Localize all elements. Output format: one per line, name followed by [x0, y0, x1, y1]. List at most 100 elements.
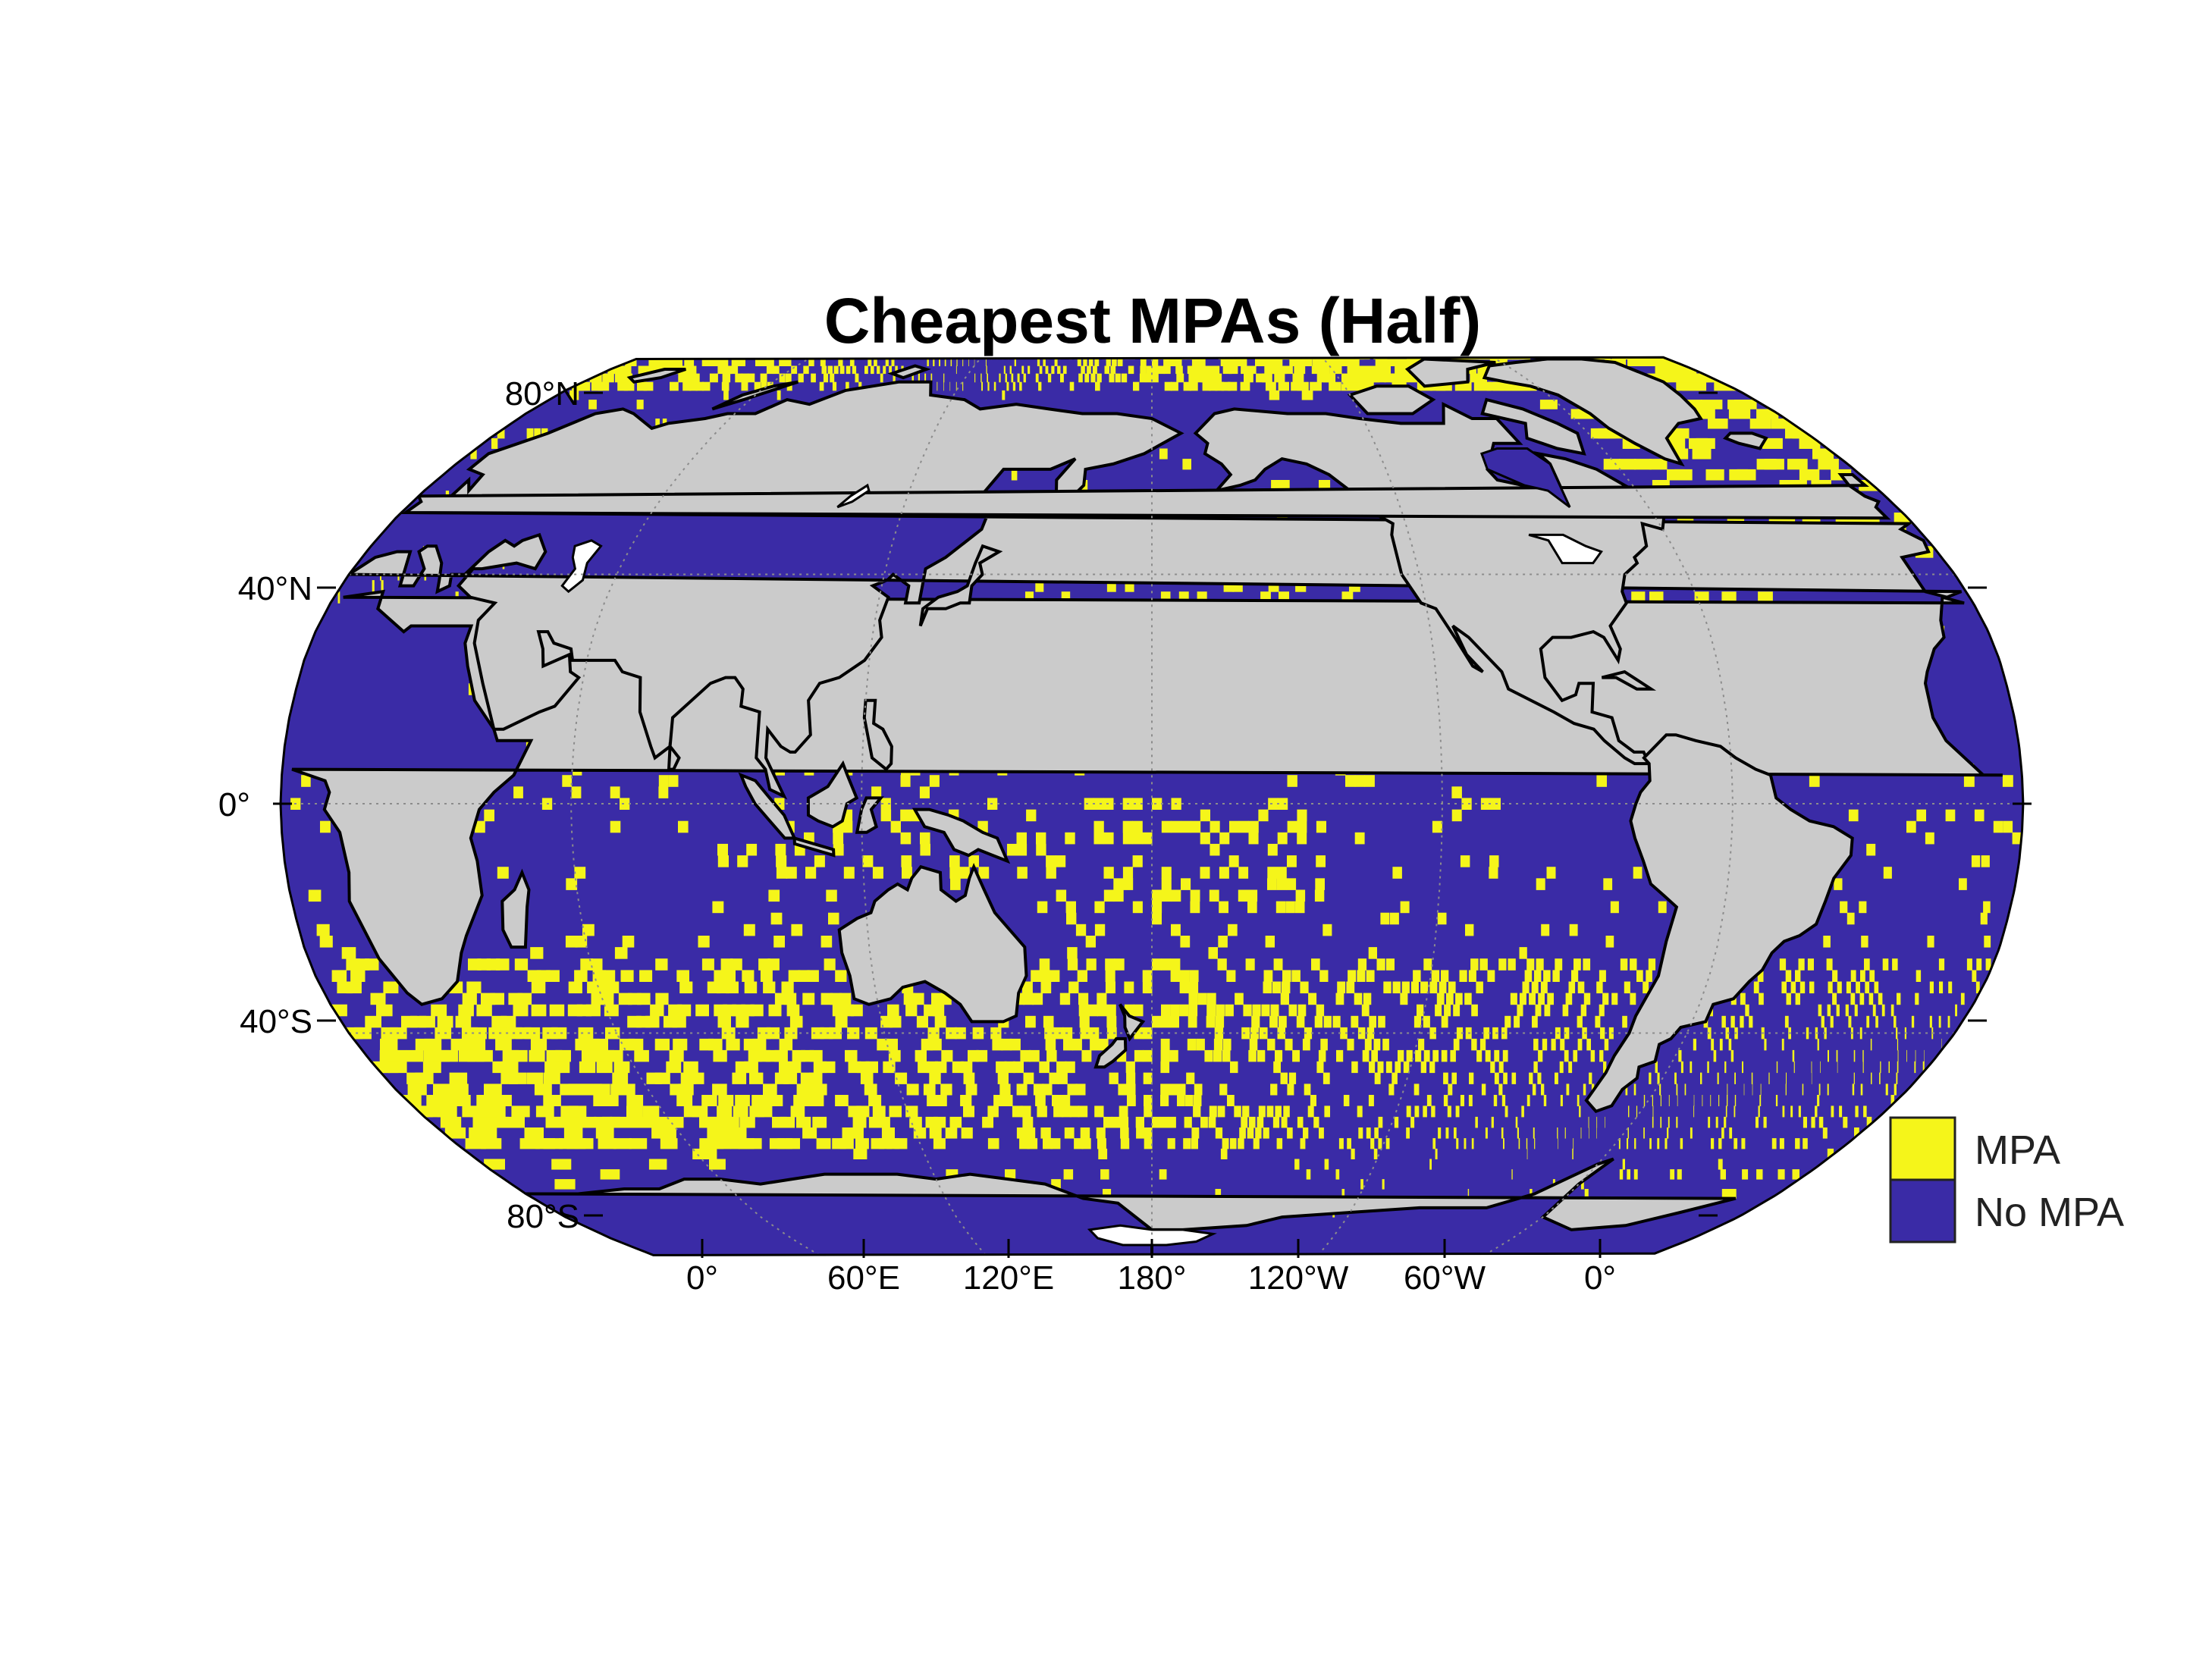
mpa-cell: [1093, 832, 1104, 845]
mpa-cell: [666, 1061, 682, 1074]
mpa-cell: [1543, 970, 1551, 982]
mpa-cell: [1140, 365, 1147, 375]
mpa-cell: [1260, 359, 1271, 366]
mpa-cell: [1743, 1084, 1745, 1096]
mpa-cell: [466, 981, 482, 994]
mpa-cell: [493, 1095, 512, 1106]
mpa-cell: [743, 924, 755, 936]
mpa-cell: [509, 1072, 527, 1084]
mpa-cell: [1491, 1116, 1494, 1128]
mpa-cell: [883, 365, 886, 375]
mpa-cell: [1718, 1095, 1720, 1106]
mpa-cell: [588, 400, 597, 409]
mpa-cell: [1664, 1138, 1668, 1149]
mpa-cell: [1347, 1038, 1354, 1051]
mpa-cell: [1724, 1116, 1727, 1128]
mpa-cell: [1378, 1015, 1385, 1028]
mpa-cell: [1226, 970, 1236, 982]
mpa-cell: [900, 832, 911, 845]
mpa-cell: [1168, 1116, 1176, 1128]
mpa-cell: [726, 1038, 740, 1051]
mpa-cell: [1024, 1127, 1036, 1139]
mpa-cell: [1193, 1105, 1201, 1118]
mpa-cell: [1790, 981, 1796, 994]
mpa-cell: [852, 1116, 867, 1128]
mpa-cell: [1045, 365, 1049, 375]
mpa-cell: [308, 889, 322, 902]
mpa-cell: [1003, 365, 1006, 375]
mpa-cell: [1248, 820, 1259, 833]
mpa-cell: [1341, 381, 1354, 391]
mpa-cell: [320, 820, 331, 833]
land-indonesia-sumatra: [738, 772, 797, 840]
mpa-cell: [655, 419, 660, 429]
mpa-cell: [1040, 970, 1051, 982]
mpa-cell: [1152, 359, 1159, 366]
mpa-cell: [976, 1049, 988, 1062]
mpa-cell: [1927, 936, 1934, 948]
mpa-cell: [1351, 1015, 1359, 1028]
mpa-cell: [1268, 798, 1279, 810]
mpa-cell: [826, 889, 837, 902]
latitude-axis: 80°N 40°N 0° 40°S 80°S: [218, 375, 2032, 1235]
mpa-cell: [1608, 1027, 1614, 1040]
mpa-cell: [1562, 1004, 1569, 1017]
mpa-cell: [1643, 1095, 1646, 1106]
mpa-cell: [1652, 1116, 1654, 1128]
mpa-cell: [943, 373, 945, 383]
mpa-cell: [1106, 1015, 1117, 1028]
mpa-cell: [1619, 1169, 1624, 1180]
mpa-cell: [850, 1127, 864, 1139]
mpa-cell: [1388, 1084, 1395, 1096]
mpa-cell: [484, 1159, 505, 1170]
mpa-cell: [1799, 469, 1820, 481]
mpa-cell: [433, 1084, 452, 1096]
mpa-cell: [488, 1116, 510, 1128]
mpa-cell: [985, 359, 987, 366]
mpa-cell: [1242, 1105, 1250, 1118]
mpa-cell: [1546, 867, 1556, 879]
mpa-cell: [554, 1179, 576, 1190]
mpa-cell: [574, 867, 586, 879]
legend-swatch-no-mpa: [1889, 1178, 1956, 1243]
mpa-cell: [1179, 1004, 1189, 1017]
mpa-cell: [768, 1095, 783, 1106]
mpa-cell: [1504, 1105, 1508, 1118]
mpa-cell: [1459, 970, 1467, 982]
mpa-cell: [1042, 1084, 1053, 1096]
mpa-cell: [1392, 359, 1407, 366]
mpa-cell: [1007, 843, 1018, 856]
mpa-cell: [1343, 1095, 1350, 1106]
mpa-cell: [519, 1138, 540, 1149]
mpa-cell: [1475, 1116, 1478, 1128]
mpa-cell: [1868, 993, 1874, 1005]
mpa-cell: [1760, 1084, 1762, 1096]
mpa-cell: [929, 1072, 941, 1084]
mpa-cell: [1483, 1027, 1490, 1040]
mpa-cell: [1948, 981, 1953, 994]
mpa-cell: [1272, 981, 1282, 994]
mpa-cell: [763, 981, 776, 994]
mpa-cell: [1879, 1072, 1881, 1084]
mpa-cell: [1423, 1105, 1427, 1118]
mpa-cell: [689, 381, 698, 391]
mpa-cell: [1451, 786, 1462, 798]
mpa-cell: [1171, 820, 1181, 833]
mpa-cell: [1627, 1138, 1629, 1149]
mpa-cell: [1785, 970, 1792, 982]
mpa-cell: [1094, 924, 1106, 936]
mpa-cell: [1435, 381, 1452, 391]
mpa-cell: [1255, 1127, 1262, 1139]
mpa-cell: [1310, 1095, 1316, 1106]
mpa-cell: [1323, 1015, 1332, 1028]
mpa-cell: [1435, 1148, 1438, 1159]
mpa-cell: [1136, 1127, 1145, 1139]
mpa-cell: [1103, 867, 1114, 879]
mpa-cell: [1093, 820, 1104, 833]
mpa-cell: [1755, 1116, 1759, 1128]
mpa-cell: [1209, 889, 1219, 902]
mpa-cell: [1206, 1015, 1216, 1028]
mpa-cell: [1040, 1127, 1051, 1139]
mpa-cell: [1188, 993, 1198, 1005]
mpa-cell: [1027, 1138, 1038, 1149]
